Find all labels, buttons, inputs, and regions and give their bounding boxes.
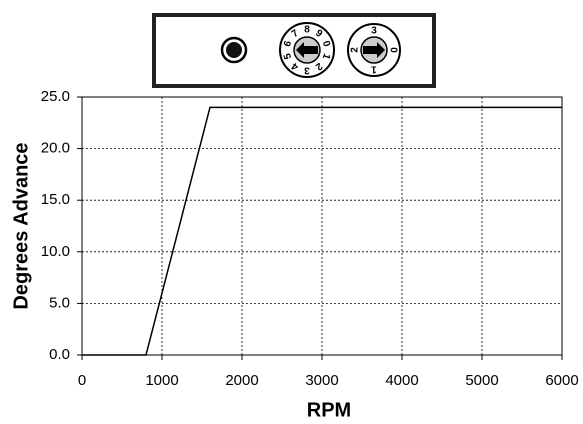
dial-digit: 2 [350,47,361,53]
dial-digit: 6 [282,39,294,48]
switch-panel [152,13,436,88]
dial-digit: 8 [304,25,310,36]
x-axis-label: RPM [307,399,351,421]
y-tick-label: 25.0 [41,88,70,105]
x-tick-label: 3000 [305,372,338,389]
indicator-dot [226,42,242,58]
data-line [82,106,562,356]
dial-digit: 1 [371,63,377,74]
dial-digit: 5 [282,51,294,60]
y-tick-label: 0.0 [49,346,70,363]
dial-digit: 0 [387,47,398,53]
dial-digit: 4 [289,60,300,72]
plot-border [81,96,563,356]
y-tick-label: 20.0 [41,140,70,157]
dial-digit: 1 [320,52,332,61]
y-axis-label: Degrees Advance [10,142,32,309]
dial-2-arrow [363,42,385,58]
dial-digit: 3 [371,26,377,37]
x-tick-label: 6000 [545,372,578,389]
dial-digit: 3 [304,64,310,75]
x-tick-label: 5000 [465,372,498,389]
dial-digit: 2 [313,60,324,72]
y-tick-label: 10.0 [41,243,70,260]
dial-digit: 0 [320,40,332,49]
dial-1-arrow [296,42,318,58]
y-tick-label: 15.0 [41,191,70,208]
x-tick-label: 1000 [145,372,178,389]
x-tick-label: 2000 [225,372,258,389]
dial-digit: 7 [290,28,301,40]
x-tick-label: 0 [78,372,86,389]
dial-digit: 9 [313,28,324,40]
y-tick-label: 5.0 [49,294,70,311]
x-tick-label: 4000 [385,372,418,389]
